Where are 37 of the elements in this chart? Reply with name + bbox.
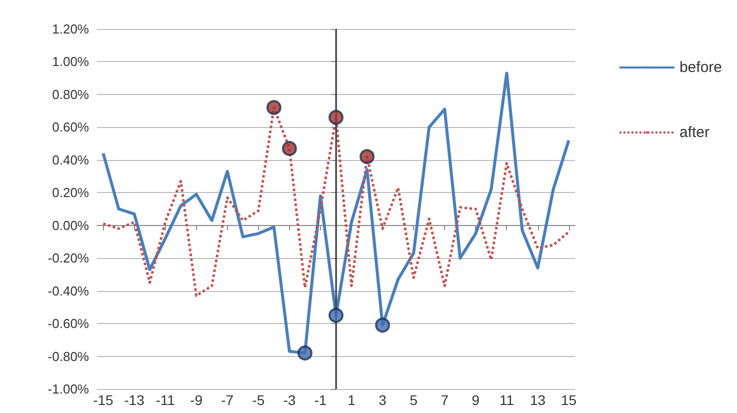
y-tick-label: 1.20% — [52, 22, 90, 36]
x-tick-label: -1 — [314, 392, 327, 408]
y-tick-label: 0.20% — [52, 185, 90, 200]
x-tick-label: 9 — [472, 392, 480, 408]
point — [282, 140, 297, 156]
y-tick-label: 0.40% — [52, 152, 90, 168]
x-tick-label: -9 — [190, 392, 203, 408]
x-tick-label: 15 — [561, 392, 577, 408]
point — [266, 100, 282, 116]
y-tick-label: 1.00% — [52, 54, 90, 70]
point — [297, 346, 312, 360]
x-tick-label: -5 — [252, 392, 265, 408]
point — [375, 318, 390, 333]
legend-label: after — [679, 124, 710, 141]
x-tick-label: 3 — [378, 392, 387, 408]
y-tick-label: 0.80% — [52, 86, 90, 102]
y-tick-label: -0.40% — [48, 283, 90, 298]
x-tick-label: 7 — [440, 392, 449, 408]
x-tick-label: -15 — [93, 392, 114, 408]
x-tick-label: -13 — [124, 392, 145, 408]
point — [360, 149, 375, 164]
y-tick-label: -0.80% — [48, 348, 90, 364]
y-tick-label: -1.00% — [48, 382, 90, 396]
y-tick-label: -0.20% — [48, 250, 90, 266]
y-tick-label: 0.00% — [52, 218, 90, 233]
x-tick-label: 1 — [348, 392, 356, 408]
point — [328, 110, 344, 125]
point — [328, 308, 344, 323]
x-tick-label: 11 — [499, 392, 514, 408]
x-tick-label: -11 — [156, 392, 176, 408]
y-tick-label: -0.60% — [48, 316, 90, 332]
x-tick-label: 5 — [410, 392, 418, 408]
x-tick-label: 13 — [530, 392, 546, 408]
x-tick-label: -7 — [221, 392, 234, 408]
x-tick-label: -3 — [283, 392, 296, 408]
legend-label: before — [679, 59, 722, 76]
y-tick-label: 0.60% — [52, 120, 90, 135]
